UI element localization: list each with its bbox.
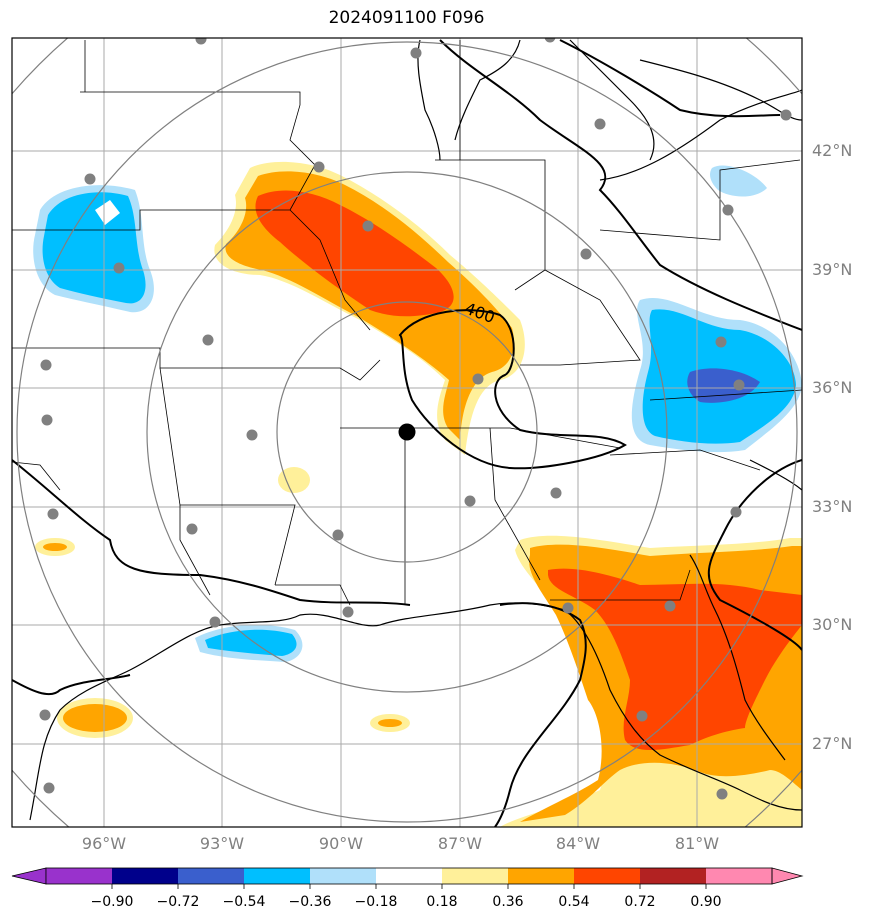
colorbar-tick-label: 0.90 xyxy=(690,894,722,910)
lon-label-81w: 81°W xyxy=(674,834,720,853)
lat-label-30n: 30°N xyxy=(812,615,853,634)
colorbar-tick-label: 0.54 xyxy=(558,894,590,910)
colorbar-tick-label: −0.90 xyxy=(90,894,134,910)
lon-label-90w: 90°W xyxy=(318,834,364,853)
lon-label-84w: 84°W xyxy=(555,834,601,853)
lat-label-33n: 33°N xyxy=(812,497,853,516)
positive-anomaly-midwest xyxy=(214,161,525,456)
negative-anomaly-plains xyxy=(33,185,154,313)
station-markers xyxy=(39,38,792,800)
colorbar-tick-label: 0.72 xyxy=(624,894,656,910)
lat-label-27n: 27°N xyxy=(812,734,853,753)
colorbar-tick-label: −0.36 xyxy=(288,894,332,910)
lat-label-36n: 36°N xyxy=(812,378,853,397)
positive-anomaly-small-blobs xyxy=(35,467,410,738)
colorbar-tick-label: −0.72 xyxy=(156,894,200,910)
lon-label-93w: 93°W xyxy=(199,834,245,853)
map-title: 2024091100 F096 xyxy=(328,8,485,28)
negative-anomaly-appalachians xyxy=(631,165,802,453)
state-borders xyxy=(12,40,802,606)
colorbar-tick-label: −0.18 xyxy=(354,894,398,910)
map-frame xyxy=(11,37,803,828)
positive-anomaly-southeast xyxy=(500,535,802,827)
colorbar-tick-label: −0.54 xyxy=(222,894,266,910)
lat-lon-grid xyxy=(12,38,802,827)
lon-label-87w: 87°W xyxy=(437,834,483,853)
lon-label-96w: 96°W xyxy=(81,834,127,853)
coastlines xyxy=(29,89,802,821)
lat-label-39n: 39°N xyxy=(812,260,853,279)
center-point-marker xyxy=(398,423,416,441)
colorbar-tick-label: 0.36 xyxy=(492,894,524,910)
colorbar-tick-label: 0.18 xyxy=(426,894,458,910)
colorbar xyxy=(11,867,804,889)
lat-label-42n: 42°N xyxy=(812,141,853,160)
